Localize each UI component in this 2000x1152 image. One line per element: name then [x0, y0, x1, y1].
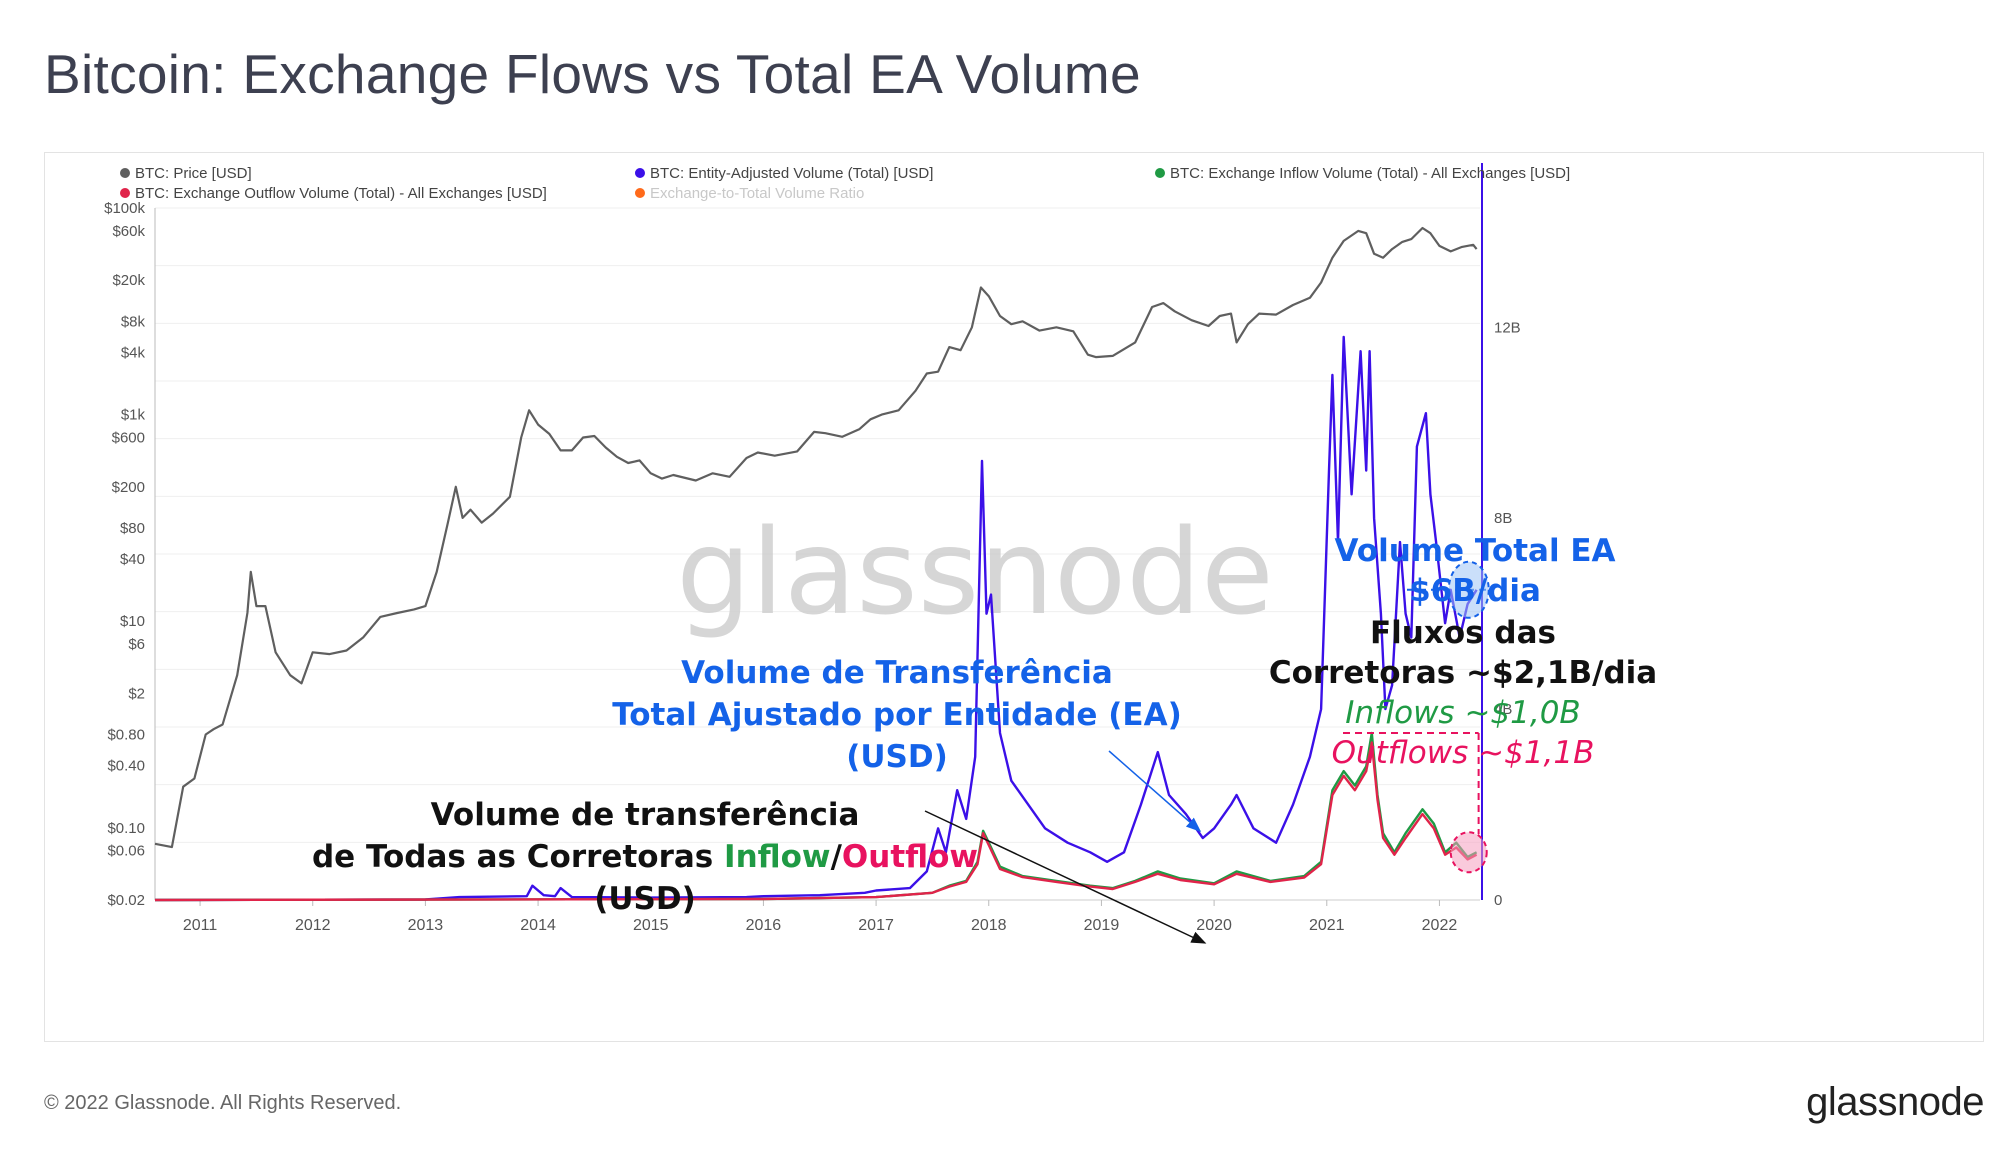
ea-total-title: Volume Total EA [1334, 533, 1615, 569]
copyright-text: © 2022 Glassnode. All Rights Reserved. [44, 1092, 402, 1114]
y-left-tick-label: $2 [128, 685, 145, 702]
flows-highlight-circle [1449, 831, 1488, 874]
price-line [154, 226, 1478, 849]
watermark: glassnode [676, 503, 1273, 641]
y-left-tick-label: $0.80 [107, 727, 145, 744]
y-left-tick-label: $200 [112, 479, 145, 496]
x-tick-label: 2019 [1084, 917, 1120, 934]
y-left-tick-label: $6 [128, 636, 145, 653]
ea-volume-line [154, 335, 1478, 902]
legend-marker [635, 188, 645, 198]
ea-volume-label-line1: Volume de Transferência [681, 655, 1113, 691]
y-right-tick-label: 12B [1494, 319, 1521, 336]
ea-volume-label-line2: Total Ajustado por Entidade (EA) [612, 697, 1182, 733]
legend-item[interactable]: BTC: Exchange Outflow Volume (Total) - A… [120, 185, 547, 202]
ea-total-value: $6B/dia [1409, 573, 1541, 609]
legend-item[interactable]: BTC: Entity-Adjusted Volume (Total) [USD… [635, 165, 933, 182]
legend-label: BTC: Exchange Outflow Volume (Total) - A… [135, 185, 547, 202]
y-left-tick-label: $8k [121, 313, 146, 330]
y-left-tick-label: $10 [120, 613, 145, 630]
legend-item[interactable]: BTC: Exchange Inflow Volume (Total) - Al… [1155, 165, 1570, 182]
y-left-tick-label: $60k [112, 223, 145, 240]
y-left-tick-label: $100k [104, 200, 145, 217]
exchange-volume-label-line2: de Todas as Corretoras Inflow/Outflow [312, 839, 978, 875]
x-tick-label: 2018 [971, 917, 1007, 934]
chart-svg: glassnode $100k $60k $20k $8k $4k $1k $600 $200… [104, 163, 1657, 944]
outflows-value: Outflows ~$1,1B [1332, 735, 1595, 771]
x-tick-label: 2011 [183, 917, 218, 934]
y-left-tick-label: $0.40 [107, 758, 145, 775]
y-left-tick-label: $0.02 [107, 892, 145, 909]
annotations: Volume Total EA $6B/dia Fluxos das Corre… [312, 533, 1657, 944]
exchange-volume-label-prefix: de Todas as Corretoras [312, 839, 724, 875]
y-left-tick-label: $80 [120, 520, 145, 537]
legend-marker [120, 188, 130, 198]
y-right-tick-label: 0 [1494, 892, 1502, 909]
legend-marker [635, 168, 645, 178]
chart-panel: glassnode $100k $60k $20k $8k $4k $1k $600 $200… [44, 152, 1984, 1042]
x-tick-label: 2015 [633, 917, 669, 934]
ea-volume-label-line3: (USD) [846, 739, 948, 775]
y-left-tick-label: $600 [112, 430, 145, 447]
glassnode-logo: glassnode [1806, 1080, 1984, 1124]
y-left-tick-label: $4k [121, 344, 146, 361]
axes: $100k $60k $20k $8k $4k $1k $600 $200 $80 $40 $10 $… [104, 163, 1521, 934]
legend-label: BTC: Entity-Adjusted Volume (Total) [USD… [650, 165, 933, 182]
inflows-value: Inflows ~$1,0B [1345, 695, 1580, 731]
legend-label: BTC: Price [USD] [135, 165, 252, 182]
flows-title-line2: Corretoras ~$2,1B/dia [1269, 655, 1657, 691]
legend-item[interactable]: Exchange-to-Total Volume Ratio [635, 185, 864, 202]
series-lines [154, 226, 1478, 902]
y-left-tick-label: $20k [112, 272, 145, 289]
page-title: Bitcoin: Exchange Flows vs Total EA Volu… [44, 43, 1141, 105]
y-left-tick-label: $0.06 [107, 843, 145, 860]
legend-label: BTC: Exchange Inflow Volume (Total) - Al… [1170, 165, 1570, 182]
legend-item[interactable]: BTC: Price [USD] [120, 165, 252, 182]
y-left-tick-label: $1k [121, 407, 146, 424]
legend-marker [1155, 168, 1165, 178]
ea-volume-pointer-arrow [1108, 750, 1202, 832]
legend-marker [120, 168, 130, 178]
exchange-outflow-word: Outflow [842, 839, 978, 875]
x-tick-label: 2014 [520, 917, 556, 934]
exchange-volume-label-line1: Volume de transferência [431, 797, 860, 833]
x-tick-label: 2016 [746, 917, 782, 934]
ea-highlight-circle [1447, 560, 1490, 619]
legend-label: Exchange-to-Total Volume Ratio [650, 185, 864, 202]
x-tick-label: 2020 [1196, 917, 1232, 934]
x-tick-label: 2017 [858, 917, 894, 934]
x-tick-label: 2022 [1422, 917, 1458, 934]
flows-title-line1: Fluxos das [1370, 615, 1556, 651]
x-tick-label: 2013 [408, 917, 444, 934]
x-tick-label: 2012 [295, 917, 331, 934]
legend[interactable]: BTC: Price [USD] BTC: Entity-Adjusted Vol… [120, 165, 1570, 202]
exchange-volume-label-line3: (USD) [594, 881, 696, 917]
exchange-inflow-word: Inflow [724, 839, 831, 875]
y-right-tick-label: 4B [1494, 701, 1512, 718]
outflow-line [154, 741, 1478, 902]
exchange-volume-pointer-arrow [924, 810, 1207, 944]
y-left-tick-label: $40 [120, 551, 145, 568]
exchange-slash: / [831, 839, 843, 875]
y-right-tick-label: 8B [1494, 510, 1512, 527]
x-tick-label: 2021 [1309, 917, 1345, 934]
y-left-tick-label: $0.10 [107, 820, 145, 837]
